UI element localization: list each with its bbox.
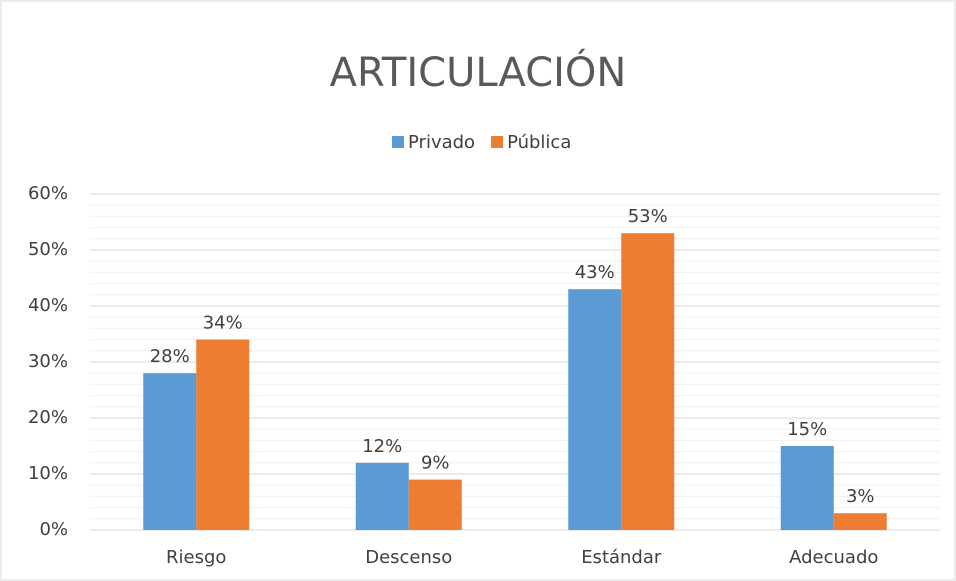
data-label: 12% [362,436,402,457]
legend-swatch [491,136,504,148]
x-tick-label: Descenso [365,547,452,568]
data-label: 3% [846,486,875,507]
bar [833,513,887,530]
bar [196,339,250,530]
y-tick-label: 20% [28,407,68,428]
bar [355,462,409,530]
y-tick-label: 10% [28,463,68,484]
bar [621,233,675,530]
bar [568,289,622,530]
data-label: 43% [575,262,615,283]
bar [143,373,197,530]
data-label: 9% [421,453,450,474]
y-tick-label: 50% [28,239,68,260]
x-tick-label: Riesgo [166,547,226,568]
bar [780,446,834,530]
data-label: 15% [787,419,827,440]
legend-label: Pública [507,132,571,153]
y-tick-label: 30% [28,351,68,372]
bar [408,479,462,530]
y-tick-label: 60% [28,183,68,204]
chart-title: ARTICULACIÓN [330,48,627,96]
legend-label: Privado [408,132,475,153]
y-tick-label: 40% [28,295,68,316]
x-tick-label: Estándar [581,547,662,568]
data-label: 34% [203,313,243,334]
legend-swatch [392,136,404,148]
data-label: 28% [150,346,190,367]
data-label: 53% [628,206,668,227]
x-tick-label: Adecuado [789,547,878,568]
y-tick-label: 0% [39,519,68,540]
